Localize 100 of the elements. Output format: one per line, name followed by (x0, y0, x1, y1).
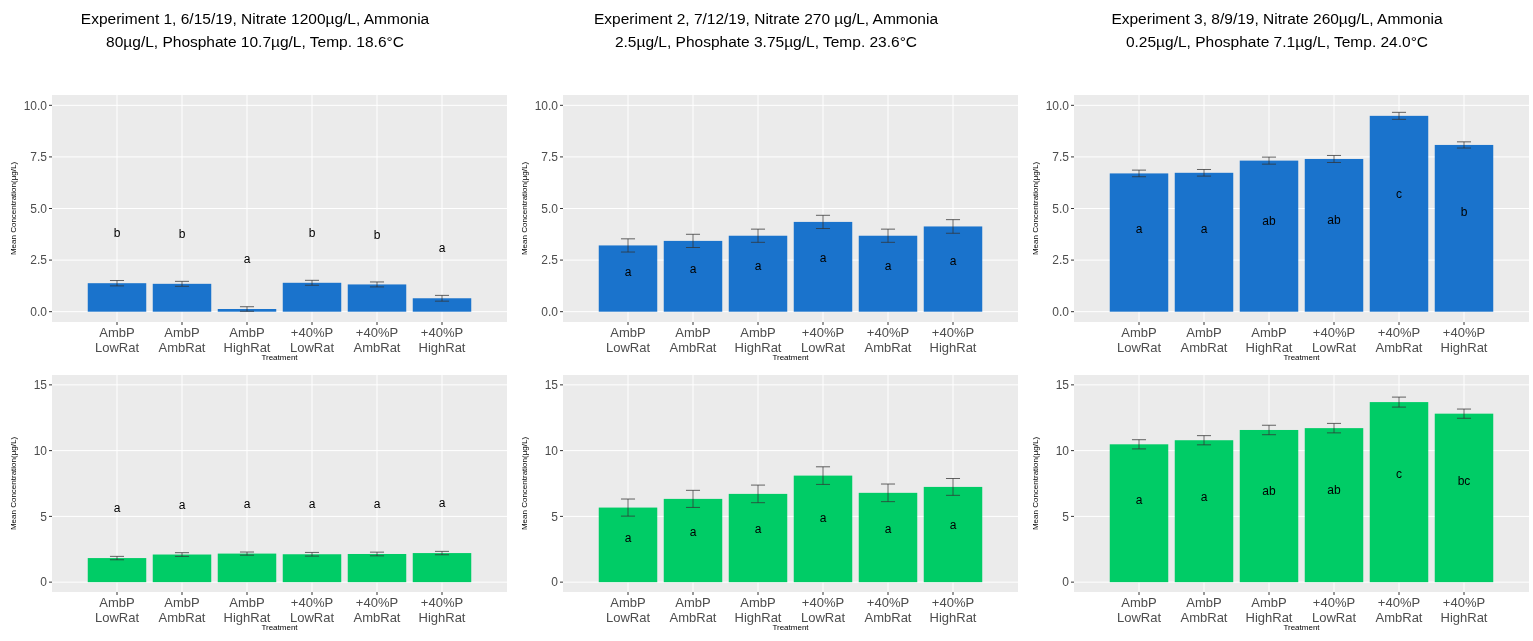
bar (858, 235, 918, 312)
annotation: a (754, 259, 762, 274)
x-tick-label: +40%P LowRat (800, 595, 846, 625)
x-axis-title: Treatment (1283, 353, 1321, 362)
annotation: c (1396, 187, 1402, 202)
y-tick-label: 10.0 (534, 98, 559, 113)
y-tick-label: 15 (544, 378, 559, 393)
bar (412, 298, 472, 312)
chart-title: Experiment 1, 6/15/19, Nitrate 1200µg/L, Ammonia 80µg/L, Phosphate 10.7µg/L, Temp. 18.6°C (80, 10, 430, 50)
bar (1239, 429, 1299, 583)
y-axis-title: Mean Concentration(µg/L) (520, 436, 529, 531)
x-tick-label: AmbP HighRat (223, 325, 271, 355)
annotation: ab (1262, 484, 1276, 499)
annotation: a (1135, 221, 1143, 236)
annotation: a (113, 501, 121, 516)
annotation: b (178, 227, 186, 242)
annotation: b (113, 226, 121, 241)
x-tick-label: AmbP LowRat (605, 325, 651, 355)
annotation: a (438, 241, 446, 256)
x-tick-label: +40%P HighRat (1440, 325, 1488, 355)
bar (1239, 160, 1299, 312)
x-tick-label: AmbP HighRat (734, 595, 782, 625)
annotation: a (884, 259, 892, 274)
annotation: ab (1327, 213, 1341, 228)
x-tick-label: AmbP LowRat (94, 595, 140, 625)
annotation: bc (1457, 474, 1471, 489)
y-tick-label: 0.0 (541, 304, 559, 319)
bar (728, 235, 788, 312)
annotation: a (1200, 490, 1208, 505)
annotation: b (308, 225, 316, 240)
x-tick-label: AmbP LowRat (1116, 595, 1162, 625)
x-axis-title: Treatment (1283, 623, 1321, 632)
y-axis-title: Mean Concentration(µg/L) (1031, 161, 1040, 256)
bar (598, 245, 658, 312)
annotation: a (949, 518, 957, 533)
x-tick-label: +40%P AmbRat (353, 325, 401, 355)
x-tick-label: AmbP LowRat (94, 325, 140, 355)
y-tick-label: 5.0 (1052, 201, 1070, 216)
annotation: a (884, 521, 892, 536)
bar (598, 507, 658, 583)
annotation: a (819, 511, 827, 526)
x-tick-label: +40%P AmbRat (1375, 595, 1423, 625)
bar (793, 221, 853, 312)
y-tick-label: 10 (33, 443, 48, 458)
bar (923, 226, 983, 312)
y-tick-label: 5 (1062, 509, 1070, 524)
y-axis-title: Mean Concentration(µg/L) (1031, 436, 1040, 531)
x-tick-label: +40%P HighRat (1440, 595, 1488, 625)
annotation: a (624, 530, 632, 545)
annotation: a (949, 253, 957, 268)
y-tick-label: 0 (551, 575, 559, 590)
annotation: c (1396, 467, 1402, 482)
x-tick-label: AmbP AmbRat (158, 595, 206, 625)
bar (1109, 444, 1169, 583)
x-tick-label: +40%P AmbRat (864, 325, 912, 355)
annotation: a (689, 262, 697, 277)
y-tick-label: 10 (544, 443, 559, 458)
x-axis-title: Treatment (772, 353, 810, 362)
annotation: a (819, 251, 827, 266)
y-tick-label: 10.0 (23, 98, 48, 113)
x-tick-label: +40%P LowRat (1311, 325, 1357, 355)
x-tick-label: AmbP AmbRat (669, 325, 717, 355)
x-tick-label: AmbP LowRat (605, 595, 651, 625)
x-tick-label: AmbP LowRat (1116, 325, 1162, 355)
y-axis-title: Mean Concentration(µg/L) (9, 436, 18, 531)
x-tick-label: +40%P AmbRat (864, 595, 912, 625)
y-tick-label: 2.5 (1052, 253, 1070, 268)
y-tick-label: 2.5 (30, 253, 48, 268)
y-tick-label: 15 (33, 378, 48, 393)
bar (1304, 158, 1364, 312)
x-tick-label: AmbP AmbRat (669, 595, 717, 625)
y-tick-label: 0 (40, 575, 48, 590)
x-axis-title: Treatment (261, 353, 299, 362)
y-tick-label: 5.0 (30, 201, 48, 216)
y-tick-label: 10 (1055, 443, 1070, 458)
annotation: a (243, 252, 251, 267)
annotation: a (308, 497, 316, 512)
annotation: b (1460, 204, 1468, 219)
x-tick-label: +40%P HighRat (929, 595, 977, 625)
bar (1369, 402, 1429, 583)
bar (1174, 172, 1234, 312)
annotation: a (1135, 492, 1143, 507)
bar (1434, 144, 1494, 312)
y-tick-label: 7.5 (1052, 150, 1070, 165)
y-tick-label: 0 (1062, 575, 1070, 590)
annotation: a (1200, 221, 1208, 236)
annotation: a (438, 496, 446, 511)
annotation: ab (1327, 482, 1341, 497)
annotation: a (754, 522, 762, 537)
bar (282, 282, 342, 312)
annotation: ab (1262, 214, 1276, 229)
bar (858, 492, 918, 583)
x-tick-label: AmbP AmbRat (158, 325, 206, 355)
bar (1174, 440, 1234, 583)
y-tick-label: 0.0 (1052, 304, 1070, 319)
x-tick-label: +40%P HighRat (929, 325, 977, 355)
y-tick-label: 5.0 (541, 201, 559, 216)
y-tick-label: 7.5 (30, 150, 48, 165)
x-tick-label: +40%P LowRat (1311, 595, 1357, 625)
bar (1434, 413, 1494, 583)
